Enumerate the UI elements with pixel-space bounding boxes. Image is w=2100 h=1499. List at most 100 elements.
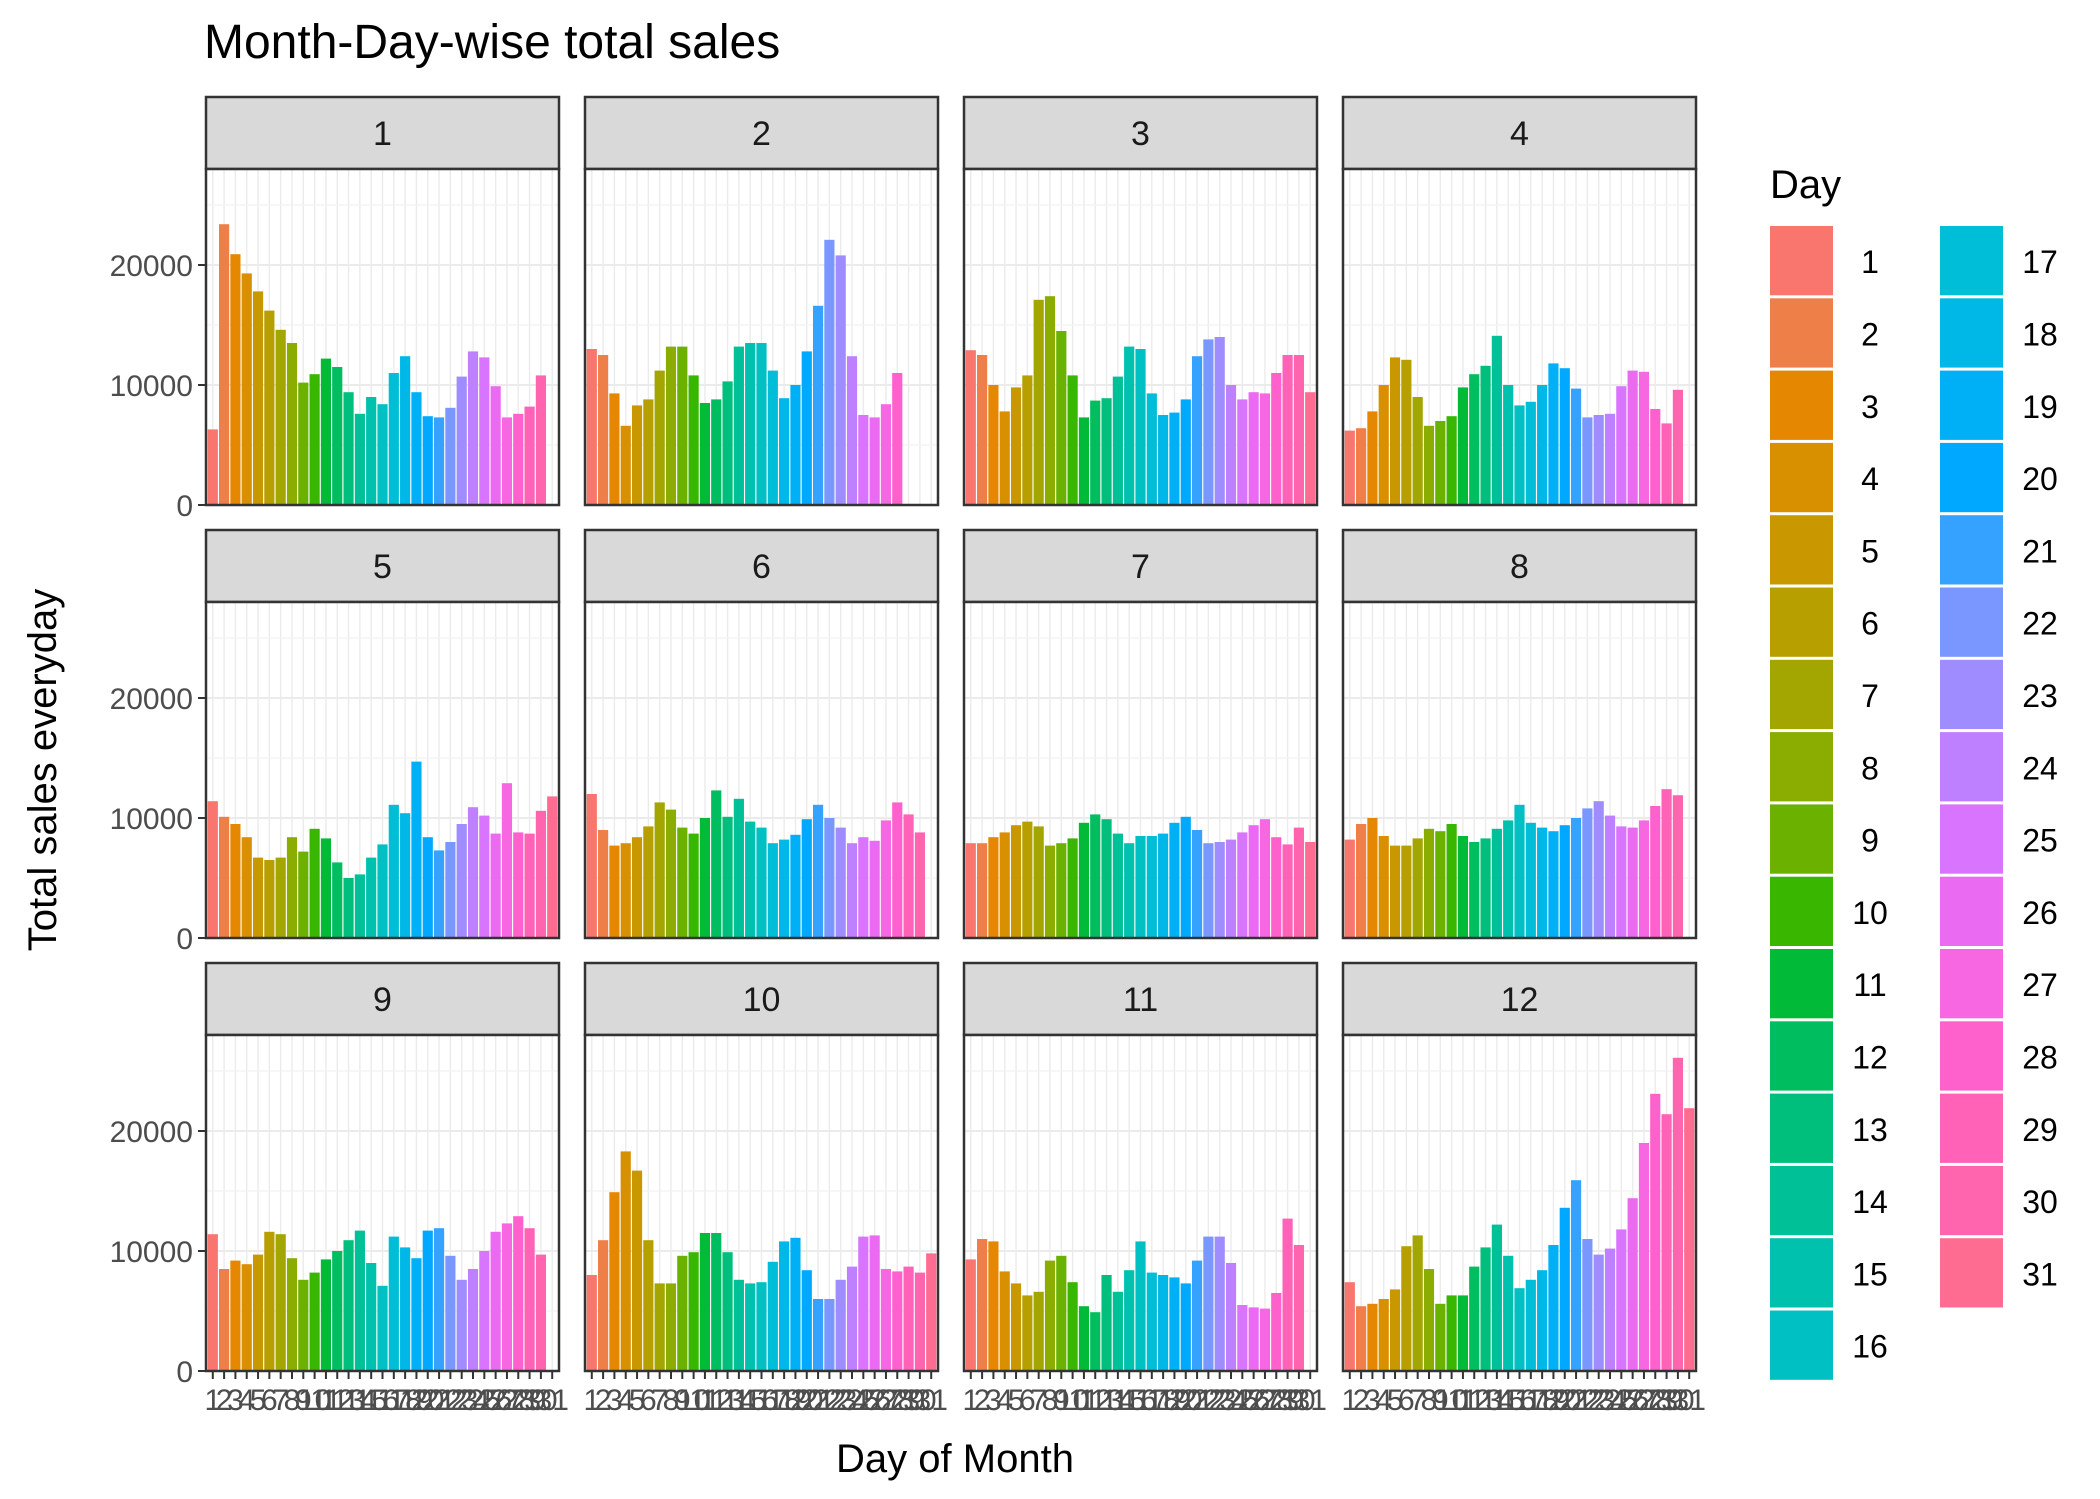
bar [1078,822,1090,938]
bar [654,802,665,938]
bar [620,843,631,938]
bar [241,837,252,938]
bar [252,857,264,938]
bar [745,821,756,938]
panel-border [583,600,940,940]
bar [767,370,778,505]
bar [688,833,699,938]
bar [1078,417,1090,505]
bar [722,1252,733,1371]
bar [1158,415,1169,505]
bar-series [965,814,1316,938]
bar [1514,804,1525,938]
bar [309,828,320,938]
bar [1022,375,1033,505]
bar [711,1233,722,1371]
bar [1582,1239,1593,1371]
bar [1033,1291,1044,1371]
bar [524,406,535,505]
legend-item-1: 1 [1770,226,1879,296]
bar [722,381,733,505]
bar [665,346,677,505]
bar [1101,398,1112,505]
y-tick-label: 10000 [110,1236,193,1269]
bar [230,824,241,938]
x-tick-label: 12 [700,1384,733,1417]
bar [1225,839,1237,938]
bar [711,790,722,938]
x-tick-label: 23 [1203,1384,1236,1417]
x-tick-label: 5 [250,1384,267,1417]
bar [1604,815,1616,938]
x-tick-label: 26 [858,1384,891,1417]
x-tick-label: 10 [677,1384,710,1417]
bar [1135,836,1146,938]
bar [914,832,925,938]
x-tick-label: 9 [1432,1384,1449,1417]
x-tick-label: 10 [1056,1384,1089,1417]
bar [733,798,744,938]
bar [354,413,365,505]
bar [1389,845,1401,938]
bar [1146,393,1157,505]
bar [1650,1093,1661,1371]
legend-label: 23 [2022,678,2058,714]
bar [1491,828,1502,938]
legend-swatch [1940,876,2003,946]
bar [1423,1269,1435,1371]
legend-swatch [1940,804,2003,874]
bar [377,404,388,505]
bar [1259,393,1271,505]
bar [1022,821,1033,938]
legend-swatch [1770,370,1833,440]
x-tick-label: 16 [1503,1384,1536,1417]
x-tick-label: 31 [1294,1384,1327,1417]
legend-swatch [1940,515,2003,585]
legend-swatch [1770,949,1833,1019]
x-tick-label: 23 [445,1384,478,1417]
bar [467,807,479,938]
bar [1491,1224,1502,1371]
bar [1537,827,1548,938]
bar [298,851,309,938]
bar [1480,1247,1491,1371]
bar [1559,368,1570,505]
bar [400,813,411,938]
facet-panel-9: 9010000200001234567891011121314151617181… [110,961,569,1417]
y-tick-label: 10000 [110,370,193,403]
bar [513,413,524,505]
legend-swatch [1770,298,1833,368]
x-tick-label: 13 [1090,1384,1123,1417]
bar [490,1231,501,1371]
bar [388,373,399,505]
bar [1537,385,1548,505]
bar [892,373,903,505]
bar [1112,376,1123,505]
panel-border [962,167,1319,507]
legend-swatch [1770,587,1833,657]
x-tick-label: 9 [1053,1384,1070,1417]
bar [722,816,733,938]
bar [745,343,756,505]
legend-item-6: 6 [1770,587,1879,657]
x-tick-label: 3 [606,1384,623,1417]
x-tick-label: 7 [272,1384,289,1417]
bar [264,860,275,938]
legend-label: 9 [1861,823,1879,859]
legend-item-8: 8 [1770,732,1879,802]
bar [433,850,445,938]
bar [965,350,976,505]
facet-panel-12: 1212345678910111213141516171819202122232… [1341,961,1706,1417]
bar [801,351,812,505]
panel-border [1341,600,1698,940]
bar [298,1279,309,1371]
bar [1684,1108,1695,1371]
legend-swatch [1770,1310,1833,1380]
bar [1672,795,1683,938]
x-tick-label: 27 [869,1384,902,1417]
bar [1627,370,1638,505]
x-tick-label: 18 [1146,1384,1179,1417]
bar [456,376,467,505]
x-tick-label: 2 [974,1384,991,1417]
panel-border [204,600,561,940]
